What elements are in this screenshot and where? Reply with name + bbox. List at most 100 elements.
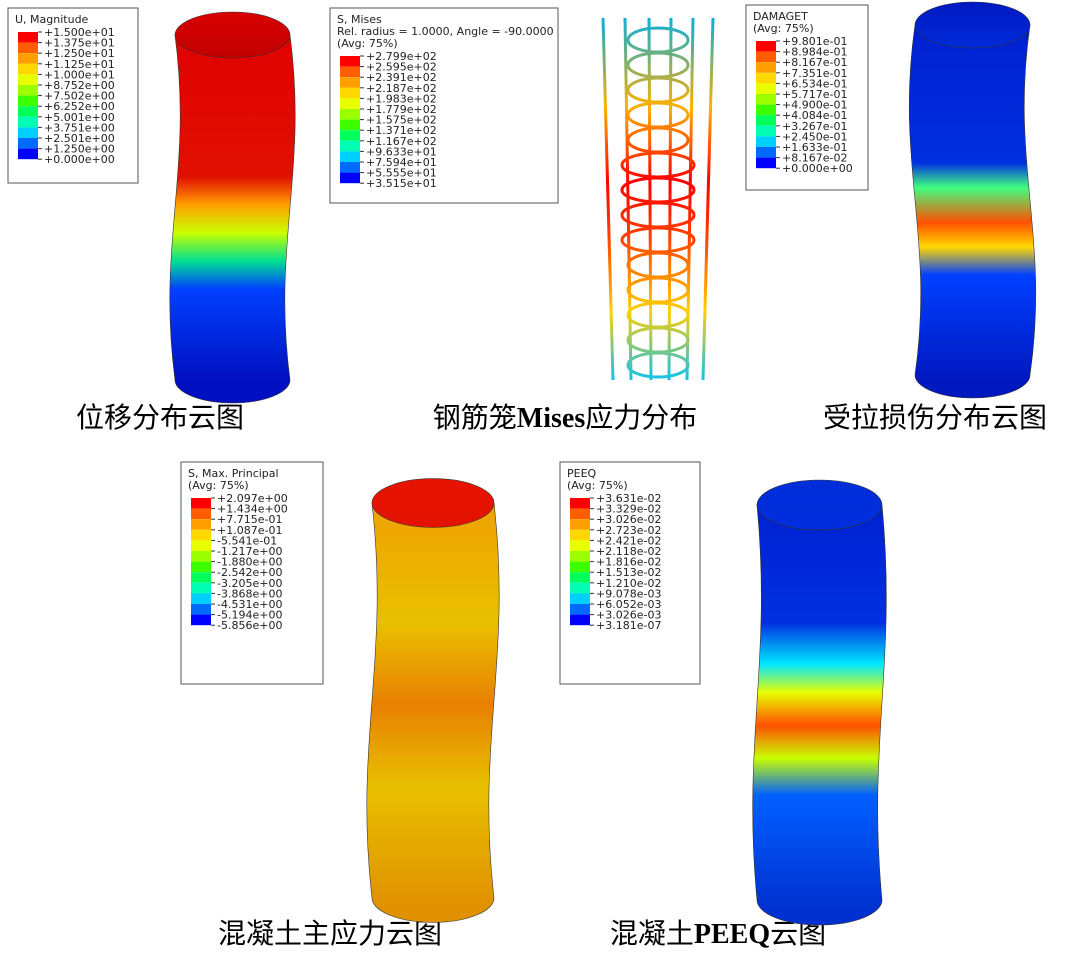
legend-band bbox=[191, 540, 211, 551]
stirrup bbox=[620, 176, 696, 204]
legend-label: +1.633e-01 bbox=[782, 141, 847, 154]
legend-title: S, Max. Principal bbox=[188, 467, 279, 480]
legend-label: +5.717e-01 bbox=[782, 88, 847, 101]
legend-band bbox=[340, 119, 360, 131]
legend-label: +0.000e+00 bbox=[782, 162, 853, 175]
legend-label: +3.329e-02 bbox=[596, 503, 661, 516]
legend-band bbox=[18, 32, 38, 43]
stirrup bbox=[626, 301, 690, 329]
legend-label: -5.541e-01 bbox=[217, 534, 277, 547]
rebar bbox=[685, 17, 695, 381]
legend-label: +1.816e-02 bbox=[596, 556, 661, 569]
legend-band bbox=[756, 157, 776, 169]
legend-box bbox=[329, 7, 559, 204]
legend-label: -4.531e+00 bbox=[217, 598, 282, 611]
legend-label: -1.217e+00 bbox=[217, 545, 282, 558]
legend-label: +8.167e-01 bbox=[782, 56, 847, 69]
legend-label: +6.252e+00 bbox=[44, 100, 115, 113]
legend-band bbox=[340, 162, 360, 173]
caption-part: 受拉损伤分布云图 bbox=[823, 402, 1047, 434]
legend-label: +6.052e-03 bbox=[596, 598, 661, 611]
legend-label: +2.187e+02 bbox=[366, 82, 437, 95]
legend-band bbox=[191, 572, 211, 583]
legend-label: -3.205e+00 bbox=[217, 577, 282, 590]
legend-title: U, Magnitude bbox=[15, 13, 89, 26]
legend-title: (Avg: 75%) bbox=[188, 479, 249, 492]
stirrup bbox=[626, 351, 690, 379]
legend-band bbox=[191, 593, 211, 604]
legend-band bbox=[340, 56, 360, 67]
legend-band bbox=[756, 115, 776, 126]
legend-label: +1.000e+01 bbox=[44, 68, 115, 81]
legend-label: +2.118e-02 bbox=[596, 545, 661, 558]
legend-title: Rel. radius = 1.0000, Angle = -90.0000 bbox=[337, 25, 554, 38]
stirrup bbox=[626, 326, 690, 354]
caption: 钢筋笼Mises应力分布 bbox=[433, 402, 697, 434]
legend-band bbox=[756, 147, 776, 158]
legend-band bbox=[570, 561, 590, 573]
legend-band bbox=[18, 42, 38, 54]
legend-label: +7.351e-01 bbox=[782, 67, 847, 80]
legend-label: +3.751e+00 bbox=[44, 121, 115, 134]
peeq-column-top bbox=[756, 479, 883, 531]
legend-band bbox=[191, 604, 211, 615]
legend-label: -3.868e+00 bbox=[217, 587, 282, 600]
caption: 混凝土主应力云图 bbox=[218, 918, 442, 950]
legend-band bbox=[18, 148, 38, 160]
legend-label: +5.555e+01 bbox=[366, 167, 437, 180]
principal-stress-column bbox=[366, 502, 500, 923]
legend-band bbox=[191, 614, 211, 626]
legend-label: +8.984e-01 bbox=[782, 46, 847, 59]
legend-label: +7.715e-01 bbox=[217, 513, 282, 526]
legend-band bbox=[191, 561, 211, 573]
damage-column-top bbox=[914, 1, 1031, 49]
legend-label: +6.534e-01 bbox=[782, 77, 847, 90]
legend-band bbox=[570, 582, 590, 594]
legend-label: +2.450e-01 bbox=[782, 130, 847, 143]
caption-part: PEEQ bbox=[694, 919, 770, 950]
legend-band bbox=[18, 53, 38, 64]
legend-band bbox=[756, 136, 776, 147]
caption-part: 混凝土 bbox=[610, 918, 694, 950]
legend-band bbox=[570, 508, 590, 520]
stirrup bbox=[620, 226, 696, 254]
legend-band bbox=[756, 41, 776, 52]
legend-label: +1.500e+01 bbox=[44, 26, 115, 39]
caption: 受拉损伤分布云图 bbox=[823, 402, 1047, 434]
legend-band bbox=[340, 98, 360, 109]
legend-label: +2.723e-02 bbox=[596, 524, 661, 537]
legend-label: +9.801e-01 bbox=[782, 35, 847, 48]
legend-label: +7.594e+01 bbox=[366, 156, 437, 169]
caption-part: 钢筋笼 bbox=[433, 402, 517, 434]
legend-label: +1.513e-02 bbox=[596, 566, 661, 579]
legend-band bbox=[18, 85, 38, 96]
legend-band bbox=[756, 51, 776, 63]
legend-band bbox=[756, 83, 776, 94]
legend-label: +3.267e-01 bbox=[782, 120, 847, 133]
legend-label: +5.001e+00 bbox=[44, 111, 115, 124]
legend-title: PEEQ bbox=[567, 467, 597, 480]
legend-band bbox=[340, 130, 360, 141]
caption: 混凝土PEEQ云图 bbox=[610, 918, 826, 950]
legend-label: +4.900e-01 bbox=[782, 99, 847, 112]
legend-band bbox=[756, 94, 776, 105]
legend-label: +1.371e+02 bbox=[366, 124, 437, 137]
legend-band bbox=[18, 106, 38, 117]
legend-band bbox=[18, 74, 38, 85]
stirrup bbox=[626, 251, 690, 279]
displacement-column bbox=[169, 34, 296, 404]
rebar bbox=[701, 17, 715, 381]
legend-label: -5.856e+00 bbox=[217, 619, 282, 632]
legend-band bbox=[18, 63, 38, 75]
legend-band bbox=[570, 498, 590, 509]
rebar bbox=[601, 17, 615, 381]
legend-band bbox=[191, 498, 211, 509]
caption-part: 位移分布云图 bbox=[76, 402, 244, 434]
legend-label: +3.026e-02 bbox=[596, 513, 661, 526]
stirrup bbox=[626, 101, 690, 129]
legend-title: (Avg: 75%) bbox=[753, 22, 814, 35]
legend-label: +2.421e-02 bbox=[596, 534, 661, 547]
legend-label: +1.250e+01 bbox=[44, 47, 115, 60]
legend-label: +3.181e-07 bbox=[596, 619, 661, 632]
